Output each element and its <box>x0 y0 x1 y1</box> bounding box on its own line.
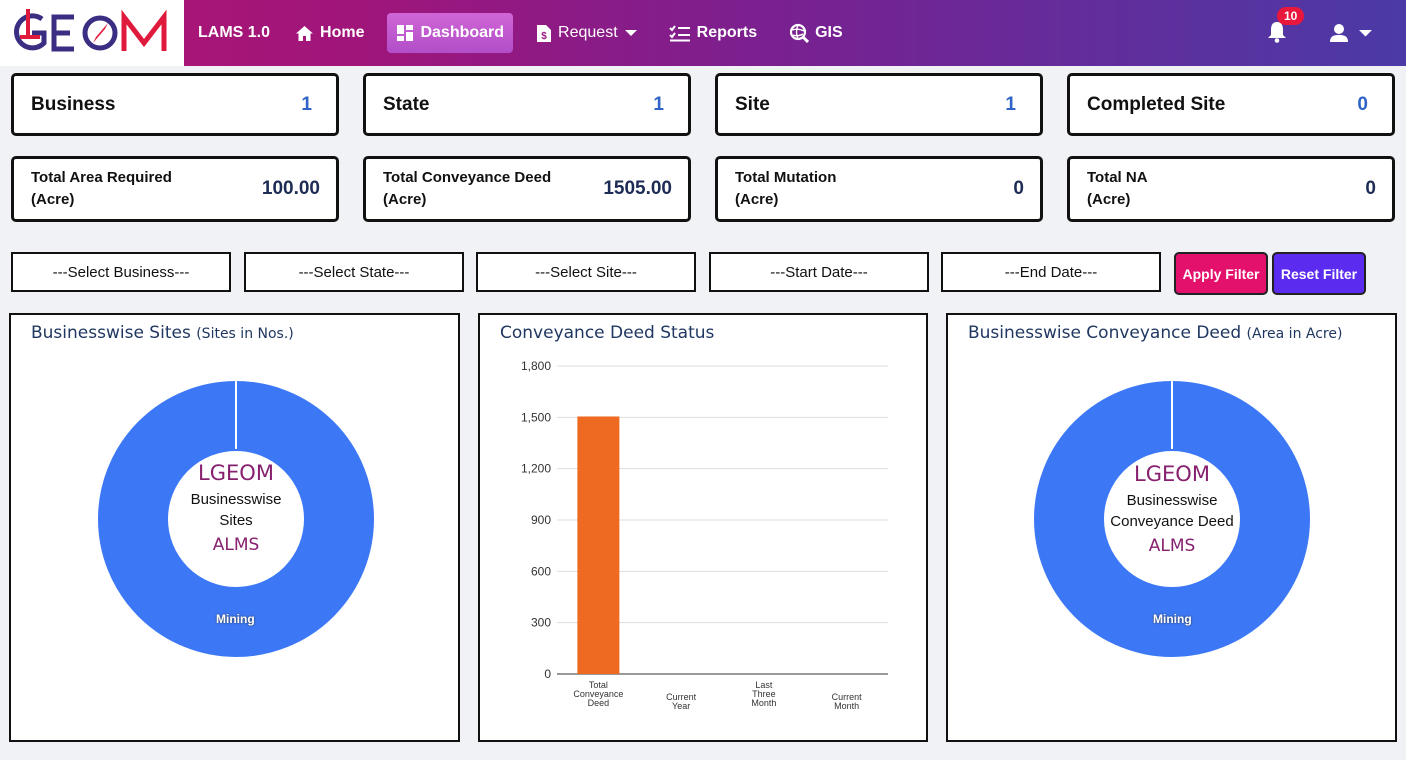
y-tick-label: 600 <box>531 564 551 578</box>
nav-gis-label: GIS <box>815 24 843 41</box>
app-name: LAMS 1.0 <box>198 24 271 41</box>
center-text: Businesswise <box>1126 492 1218 509</box>
y-tick-label: 1,500 <box>521 410 551 424</box>
nav-home-label: Home <box>320 24 365 41</box>
x-tick-label: Year <box>672 701 690 711</box>
reset-filter-button[interactable]: Reset Filter <box>1272 252 1366 295</box>
stat-value: 0 <box>1357 93 1368 115</box>
nav-dashboard[interactable]: Dashboard <box>387 13 514 53</box>
y-tick-label: 300 <box>531 616 551 630</box>
stat-card-state: State 1 <box>363 73 691 136</box>
home-icon <box>296 25 314 41</box>
panel-title: Businesswise Sites (Sites in Nos.) <box>31 323 294 343</box>
request-icon: $ <box>537 24 552 42</box>
panel-title: Businesswise Conveyance Deed (Area in Ac… <box>968 323 1343 343</box>
conveyance-status-bar-chart: 0 300 600 900 1,200 1,500 1,800 TotalConveyance… <box>521 359 888 711</box>
stat-card-total-area-required: Total Area Required (Acre) 100.00 <box>11 156 339 222</box>
geom-logo[interactable] <box>0 0 184 66</box>
gis-icon <box>789 23 810 43</box>
top-navbar: LAMS 1.0 Home Dashboard $ Request <box>0 0 1406 66</box>
x-tick-label: Month <box>834 701 859 711</box>
apply-filter-button[interactable]: Apply Filter <box>1174 252 1268 295</box>
center-text: Conveyance Deed <box>1110 513 1234 530</box>
stat-label: Completed Site <box>1087 93 1226 115</box>
select-state[interactable]: ---Select State--- <box>244 252 464 292</box>
stat-card-total-conveyance-deed: Total Conveyance Deed (Acre) 1505.00 <box>363 156 691 222</box>
center-brand: LGEOM <box>198 461 274 485</box>
x-tick-label: Conveyance <box>573 689 623 699</box>
center-text: Sites <box>219 512 253 529</box>
x-tick-label: Deed <box>588 698 610 708</box>
stat-label: Site <box>735 93 770 115</box>
sites-donut-chart <box>98 379 374 657</box>
stat-label: Total Area Required (Acre) <box>31 169 172 208</box>
slice-label-mining: Mining <box>216 612 255 626</box>
stat-card-total-na: Total NA (Acre) 0 <box>1067 156 1395 222</box>
start-date-input[interactable]: ---Start Date--- <box>709 252 929 292</box>
nav-request-label: Request <box>558 24 618 41</box>
bar[interactable] <box>577 416 620 674</box>
x-tick-label: Current <box>832 692 863 702</box>
stat-value: 0 <box>1365 178 1376 199</box>
logo-image <box>14 9 167 52</box>
businesswise-sites-panel: Businesswise Sites (Sites in Nos.) LGEOM… <box>9 313 460 742</box>
x-tick-label: Last <box>755 680 773 690</box>
businesswise-conveyance-deed-panel: Businesswise Conveyance Deed (Area in Ac… <box>946 313 1397 742</box>
donut-center-label: LGEOM Businesswise Sites ALMS <box>166 461 306 555</box>
deed-donut-chart <box>1034 379 1310 657</box>
nav-home[interactable]: Home <box>286 13 373 53</box>
y-tick-label: 900 <box>531 513 551 527</box>
center-brand-secondary: ALMS <box>212 535 260 555</box>
x-tick-label: Total <box>589 680 608 690</box>
select-business[interactable]: ---Select Business--- <box>11 252 231 292</box>
stat-card-business: Business 1 <box>11 73 339 136</box>
stat-value: 100.00 <box>261 178 320 199</box>
stat-value: 1 <box>301 93 312 115</box>
select-site[interactable]: ---Select Site--- <box>476 252 696 292</box>
stat-label: Business <box>31 93 116 115</box>
panel-title: Conveyance Deed Status <box>500 323 715 343</box>
slice-label-mining: Mining <box>1153 612 1192 626</box>
notifications-button[interactable]: 10 <box>1267 7 1305 45</box>
stat-label: Total Conveyance Deed (Acre) <box>383 169 552 208</box>
conveyance-deed-status-panel: Conveyance Deed Status 0 300 600 900 1,200 1,… <box>478 313 928 742</box>
x-tick-label: Three <box>752 689 776 699</box>
stat-value: 1505.00 <box>603 178 672 199</box>
nav-gis[interactable]: GIS <box>780 13 852 53</box>
bell-icon <box>1268 22 1286 43</box>
y-tick-label: 0 <box>544 667 551 681</box>
nav-request[interactable]: $ Request <box>527 13 646 53</box>
center-brand: LGEOM <box>1134 462 1210 486</box>
end-date-input[interactable]: ---End Date--- <box>941 252 1161 292</box>
user-menu[interactable] <box>1329 23 1372 43</box>
donut-center-label: LGEOM Businesswise Conveyance Deed ALMS <box>1097 462 1247 556</box>
svg-text:$: $ <box>541 31 547 42</box>
stat-value: 0 <box>1013 178 1024 199</box>
center-text: Businesswise <box>190 491 282 508</box>
stat-card-site: Site 1 <box>715 73 1043 136</box>
chevron-down-icon <box>624 30 637 36</box>
nav-reports[interactable]: Reports <box>660 13 766 53</box>
reports-icon <box>668 24 690 41</box>
stat-card-total-mutation: Total Mutation (Acre) 0 <box>715 156 1043 222</box>
nav-reports-label: Reports <box>696 24 758 41</box>
dashboard-icon <box>397 25 414 41</box>
stat-label: Total NA (Acre) <box>1087 169 1148 208</box>
chevron-down-icon <box>1359 30 1372 37</box>
user-icon <box>1330 24 1348 42</box>
header-actions: 10 <box>1267 7 1406 45</box>
nav-dashboard-label: Dashboard <box>420 24 505 41</box>
y-tick-label: 1,800 <box>521 359 551 373</box>
stat-value: 1 <box>1005 93 1016 115</box>
center-brand-secondary: ALMS <box>1148 536 1196 556</box>
x-tick-label: Current <box>666 692 697 702</box>
stat-value: 1 <box>653 93 664 115</box>
x-tick-label: Month <box>751 698 776 708</box>
stat-label: State <box>383 93 430 115</box>
stat-card-completed-site: Completed Site 0 <box>1067 73 1395 136</box>
y-tick-label: 1,200 <box>521 462 551 476</box>
notification-badge: 10 <box>1277 7 1305 25</box>
stat-label: Total Mutation (Acre) <box>735 169 837 208</box>
